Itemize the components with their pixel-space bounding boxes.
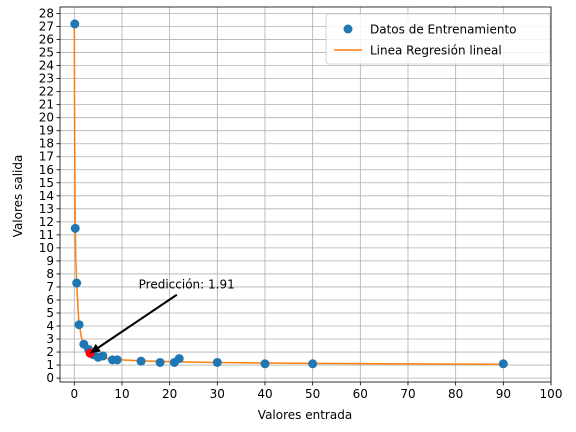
training-point xyxy=(174,354,184,364)
y-tick-label: 21 xyxy=(39,98,54,112)
x-tick-label: 20 xyxy=(162,387,177,401)
y-tick-label: 1 xyxy=(46,358,54,372)
x-tick-label: 10 xyxy=(114,387,129,401)
legend-label-regression: Linea Regresión lineal xyxy=(370,44,502,58)
training-point xyxy=(498,359,508,369)
x-tick-label: 30 xyxy=(210,387,225,401)
training-point xyxy=(72,278,82,288)
y-tick-label: 17 xyxy=(39,150,54,164)
legend-marker-training xyxy=(343,24,353,34)
x-tick-label: 0 xyxy=(70,387,78,401)
y-tick-label: 25 xyxy=(39,46,54,60)
training-point xyxy=(155,357,165,367)
y-axis-label: Valores salida xyxy=(11,155,25,238)
training-point xyxy=(98,351,108,361)
x-tick-label: 90 xyxy=(496,387,511,401)
y-tick-label: 28 xyxy=(39,7,54,21)
plot-frame xyxy=(59,6,552,383)
y-tick-label: 11 xyxy=(39,228,54,242)
y-axis-ticks: 0123456789101112131415161718192021222324… xyxy=(39,7,60,385)
training-point xyxy=(74,320,84,330)
y-tick-label: 6 xyxy=(46,293,54,307)
y-tick-label: 2 xyxy=(46,345,54,359)
y-tick-label: 12 xyxy=(39,215,54,229)
y-tick-label: 22 xyxy=(39,85,54,99)
y-tick-label: 13 xyxy=(39,202,54,216)
prediction-annotation: Predicción: 1.91 xyxy=(139,277,235,291)
y-tick-label: 19 xyxy=(39,124,54,138)
y-tick-label: 18 xyxy=(39,137,54,151)
x-tick-label: 70 xyxy=(400,387,415,401)
y-tick-label: 10 xyxy=(39,241,54,255)
x-tick-label: 80 xyxy=(448,387,463,401)
y-tick-label: 24 xyxy=(39,59,54,73)
training-point xyxy=(308,359,318,369)
y-tick-label: 3 xyxy=(46,332,54,346)
y-tick-label: 8 xyxy=(46,267,54,281)
training-point xyxy=(260,359,270,369)
training-point xyxy=(70,19,80,29)
y-tick-label: 27 xyxy=(39,20,54,34)
legend-label-training: Datos de Entrenamiento xyxy=(370,23,516,37)
y-tick-label: 26 xyxy=(39,33,54,47)
x-axis-label: Valores entrada xyxy=(258,408,352,422)
training-point xyxy=(212,357,222,367)
x-tick-label: 40 xyxy=(257,387,272,401)
annotation-layer: Predicción: 1.91 xyxy=(85,277,235,358)
y-tick-label: 7 xyxy=(46,280,54,294)
x-tick-label: 50 xyxy=(305,387,320,401)
y-tick-label: 23 xyxy=(39,72,54,86)
legend-box xyxy=(325,13,551,65)
annotation-arrow-head xyxy=(90,343,101,354)
y-tick-label: 4 xyxy=(46,319,54,333)
y-tick-label: 20 xyxy=(39,111,54,125)
y-tick-label: 9 xyxy=(46,254,54,268)
y-tick-label: 5 xyxy=(46,306,54,320)
annotation-arrow-shaft xyxy=(97,293,178,349)
training-points-layer xyxy=(70,19,508,369)
training-point xyxy=(70,223,80,233)
y-tick-label: 15 xyxy=(39,176,54,190)
legend: Datos de Entrenamiento Linea Regresión l… xyxy=(325,13,551,65)
training-point xyxy=(136,356,146,366)
x-axis-ticks: 0 10 20 30 40 50 60 70 80 90 100 xyxy=(70,382,562,401)
y-tick-label: 14 xyxy=(39,189,54,203)
training-point xyxy=(112,355,122,365)
x-tick-label: 100 xyxy=(540,387,563,401)
y-tick-label: 16 xyxy=(39,163,54,177)
y-tick-label: 0 xyxy=(46,371,54,385)
x-tick-label: 60 xyxy=(353,387,368,401)
